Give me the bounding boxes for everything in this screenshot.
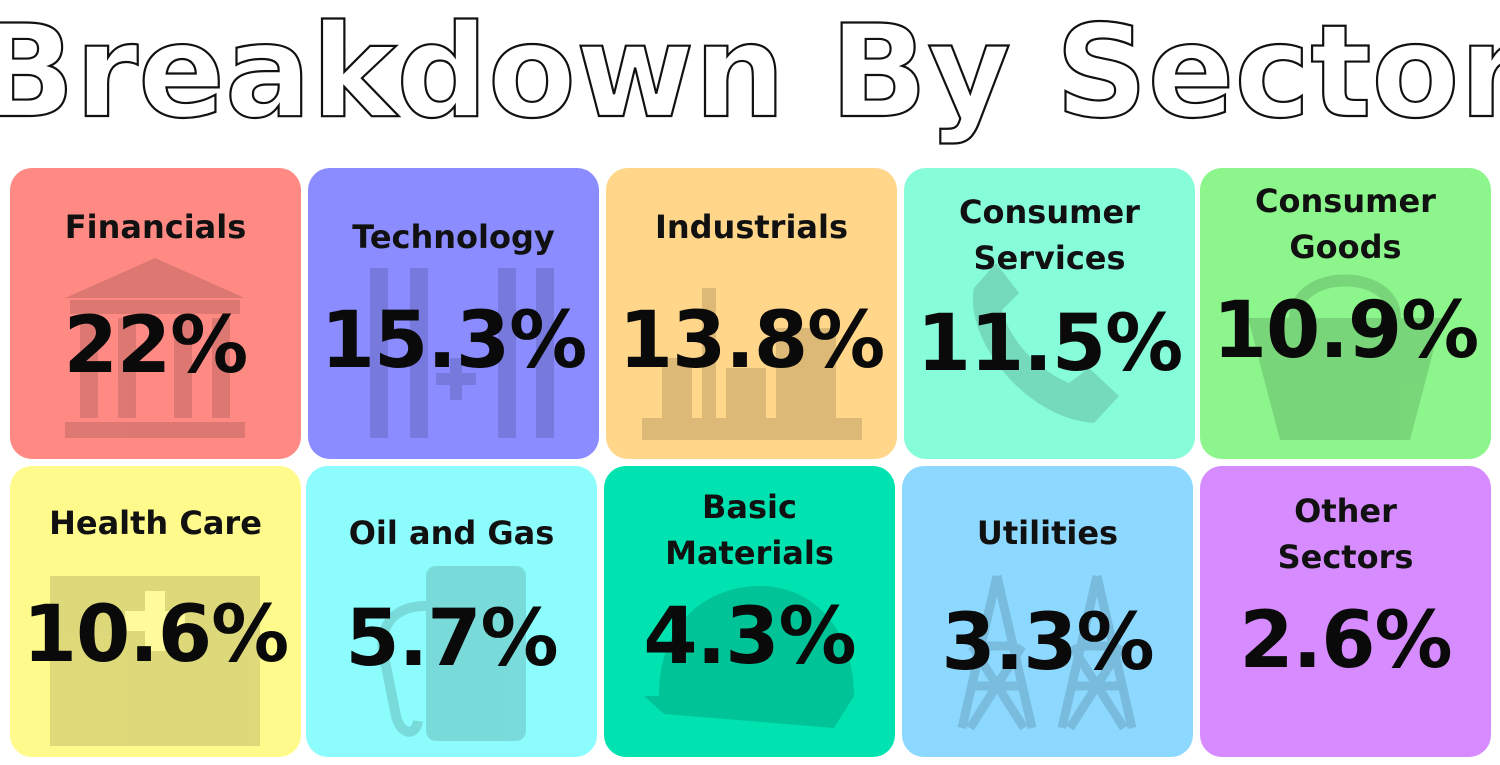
bank-icon [65, 258, 245, 438]
sector-percentage: 4.3% [643, 592, 856, 682]
page-title-text: Breakdown By Sector [0, 0, 1500, 147]
sector-percentage: 11.5% [916, 299, 1184, 389]
sector-label: Basic Materials [665, 488, 834, 572]
sector-tile-other-sectors: Other Sectors 2.6% [1200, 466, 1491, 757]
sector-tile-consumer-goods: Consumer Goods 10.9% [1200, 168, 1491, 459]
sector-tile-consumer-services: Consumer Services 11.5% [904, 168, 1195, 459]
page-title: Breakdown By Sector [0, 0, 1500, 148]
sector-percentage: 10.9% [1212, 286, 1480, 376]
sector-percentage: 15.3% [320, 296, 588, 386]
sector-percentage: 2.6% [1239, 596, 1452, 686]
sector-label: Other Sectors [1277, 492, 1414, 576]
sector-percentage: 22% [63, 301, 249, 391]
sector-label: Financials [64, 208, 247, 246]
sector-label: Consumer Goods [1255, 182, 1436, 266]
sector-label: Consumer Services [959, 193, 1140, 277]
sector-tile-industrials: Industrials 13.8% [606, 168, 897, 459]
sector-percentage: 13.8% [618, 296, 886, 386]
sector-tile-utilities: Utilities 3.3% [902, 466, 1193, 757]
sector-label: Health Care [49, 504, 262, 542]
sector-percentage: 3.3% [941, 598, 1154, 688]
sector-tile-health-care: Health Care 10.6% [10, 466, 301, 757]
sector-tile-technology: Technology 15.3% [308, 168, 599, 459]
sector-percentage: 5.7% [345, 594, 558, 684]
power-tower-icon [957, 574, 1137, 731]
phone-icon [972, 263, 1119, 423]
factory-icon [642, 288, 862, 440]
sector-label: Oil and Gas [348, 514, 555, 552]
fuel-pump-icon [377, 566, 526, 741]
sector-tile-oil-and-gas: Oil and Gas 5.7% [306, 466, 597, 757]
sector-label: Technology [352, 218, 555, 256]
sector-label: Industrials [654, 208, 849, 246]
sector-percentage: 10.6% [22, 590, 290, 680]
sector-label: Utilities [976, 514, 1119, 552]
sector-tile-financials: Financials 22% [10, 168, 301, 459]
circuit-icon [370, 268, 554, 438]
sector-tile-basic-materials: Basic Materials 4.3% [604, 466, 895, 757]
hospital-icon [50, 576, 260, 746]
basket-icon [1248, 274, 1442, 440]
hard-hat-icon [644, 586, 854, 728]
